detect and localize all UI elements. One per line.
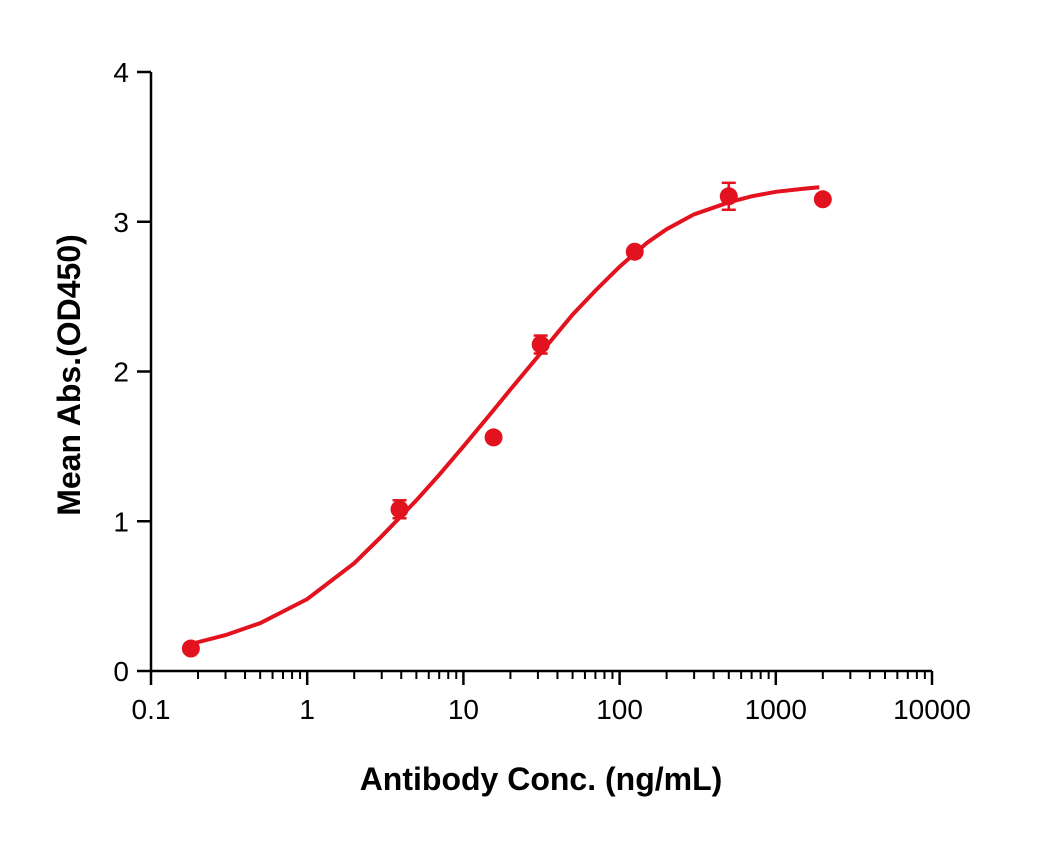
y-tick-label: 2 <box>113 357 129 388</box>
x-tick-label: 10 <box>448 694 479 725</box>
x-tick-label: 10000 <box>893 694 971 725</box>
data-point <box>813 190 832 209</box>
data-point <box>181 639 200 658</box>
fit-curve <box>190 185 820 646</box>
data-points-group <box>181 181 832 658</box>
data-point <box>625 242 644 261</box>
y-tick-label: 0 <box>113 656 129 687</box>
x-tick-label: 100 <box>596 694 643 725</box>
y-tick-label: 3 <box>113 207 129 238</box>
data-point <box>531 335 550 354</box>
x-tick-label: 0.1 <box>132 694 171 725</box>
x-tick-label: 1000 <box>745 694 807 725</box>
x-axis-label: Antibody Conc. (ng/mL) <box>360 761 723 797</box>
data-point <box>719 187 738 206</box>
axes: 0.1 1 10 100 1000 10000 0 1 2 3 4 <box>113 57 971 725</box>
fit-curve-group <box>190 185 820 646</box>
y-tick-label: 4 <box>113 57 129 88</box>
y-axis-label: Mean Abs.(OD450) <box>51 234 87 516</box>
x-tick-label: 1 <box>299 694 315 725</box>
y-tick-label: 1 <box>113 506 129 537</box>
data-point <box>484 428 503 447</box>
data-point <box>390 500 409 519</box>
